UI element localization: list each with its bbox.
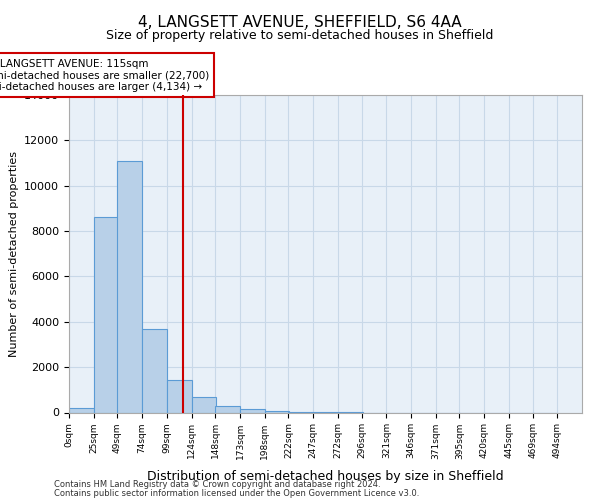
Text: 4, LANGSETT AVENUE, SHEFFIELD, S6 4AA: 4, LANGSETT AVENUE, SHEFFIELD, S6 4AA — [138, 15, 462, 30]
Bar — [167, 380, 191, 412]
Bar — [215, 406, 240, 412]
Bar — [240, 410, 265, 412]
Text: 4 LANGSETT AVENUE: 115sqm
← 84% of semi-detached houses are smaller (22,700)
15%: 4 LANGSETT AVENUE: 115sqm ← 84% of semi-… — [0, 58, 209, 92]
Bar — [265, 411, 289, 412]
Y-axis label: Number of semi-detached properties: Number of semi-detached properties — [8, 151, 19, 357]
Bar — [191, 397, 216, 412]
Bar — [118, 161, 142, 412]
Bar — [94, 218, 118, 412]
Bar — [142, 328, 167, 412]
Text: Size of property relative to semi-detached houses in Sheffield: Size of property relative to semi-detach… — [106, 29, 494, 42]
Text: Contains public sector information licensed under the Open Government Licence v3: Contains public sector information licen… — [54, 488, 419, 498]
Bar — [69, 408, 94, 412]
X-axis label: Distribution of semi-detached houses by size in Sheffield: Distribution of semi-detached houses by … — [147, 470, 504, 482]
Text: Contains HM Land Registry data © Crown copyright and database right 2024.: Contains HM Land Registry data © Crown c… — [54, 480, 380, 489]
